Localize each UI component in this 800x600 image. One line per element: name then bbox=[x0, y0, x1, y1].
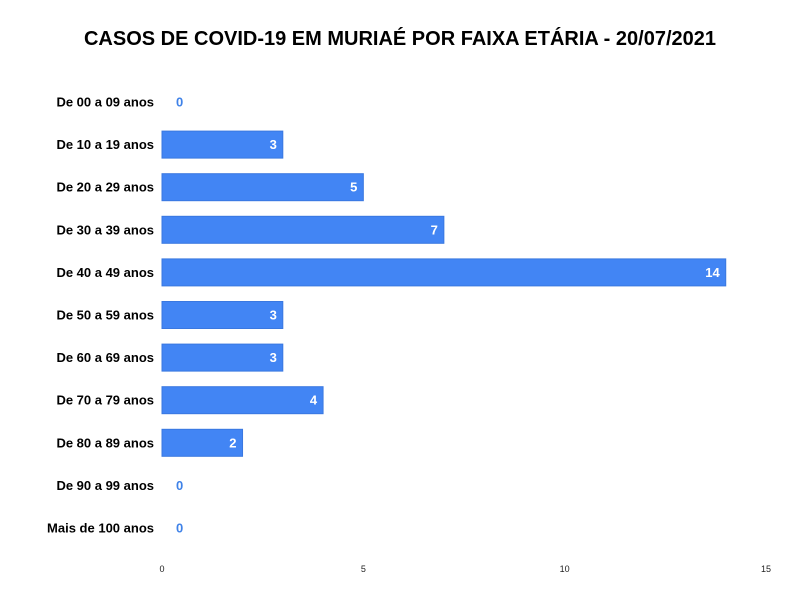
category-label: De 90 a 99 anos bbox=[56, 478, 154, 493]
bar bbox=[161, 258, 727, 287]
chart-title: CASOS DE COVID-19 EM MURIAÉ POR FAIXA ET… bbox=[83, 28, 716, 50]
data-label: 0 bbox=[176, 478, 183, 493]
data-label: 0 bbox=[176, 521, 183, 536]
data-label: 3 bbox=[270, 308, 277, 323]
bar bbox=[161, 428, 244, 457]
bars bbox=[161, 130, 727, 457]
bar bbox=[161, 343, 284, 372]
x-tick-label: 5 bbox=[361, 564, 366, 574]
category-label: De 70 a 79 anos bbox=[56, 393, 154, 408]
category-labels: De 00 a 09 anos De 10 a 19 anos De 20 a 29… bbox=[47, 95, 154, 536]
data-label: 3 bbox=[270, 137, 277, 152]
category-label: De 20 a 29 anos bbox=[56, 180, 154, 195]
category-label: De 00 a 09 anos bbox=[56, 95, 154, 110]
data-label: 14 bbox=[705, 265, 720, 280]
bar bbox=[161, 130, 284, 159]
category-label: De 50 a 59 anos bbox=[56, 308, 154, 323]
category-label: De 80 a 89 anos bbox=[56, 435, 154, 450]
bar bbox=[161, 215, 445, 244]
data-label: 4 bbox=[310, 393, 318, 408]
category-label: De 10 a 19 anos bbox=[56, 137, 154, 152]
category-label: Mais de 100 anos bbox=[47, 521, 154, 536]
data-label: 5 bbox=[350, 180, 357, 195]
category-label: De 60 a 69 anos bbox=[56, 350, 154, 365]
data-label: 2 bbox=[229, 435, 236, 450]
bar bbox=[161, 173, 364, 202]
data-labels: 0 3 5 7 14 3 3 4 2 0 0 bbox=[176, 95, 720, 536]
x-tick-label: 10 bbox=[560, 564, 570, 574]
bar bbox=[161, 386, 324, 415]
x-tick-label: 0 bbox=[159, 564, 164, 574]
bar bbox=[161, 301, 284, 329]
data-label: 0 bbox=[176, 95, 183, 110]
category-label: De 30 a 39 anos bbox=[56, 222, 154, 237]
data-label: 7 bbox=[431, 222, 438, 237]
x-tick-label: 15 bbox=[761, 564, 771, 574]
data-label: 3 bbox=[270, 350, 277, 365]
x-axis-ticks: 0 5 10 15 bbox=[159, 564, 771, 574]
category-label: De 40 a 49 anos bbox=[56, 265, 154, 280]
